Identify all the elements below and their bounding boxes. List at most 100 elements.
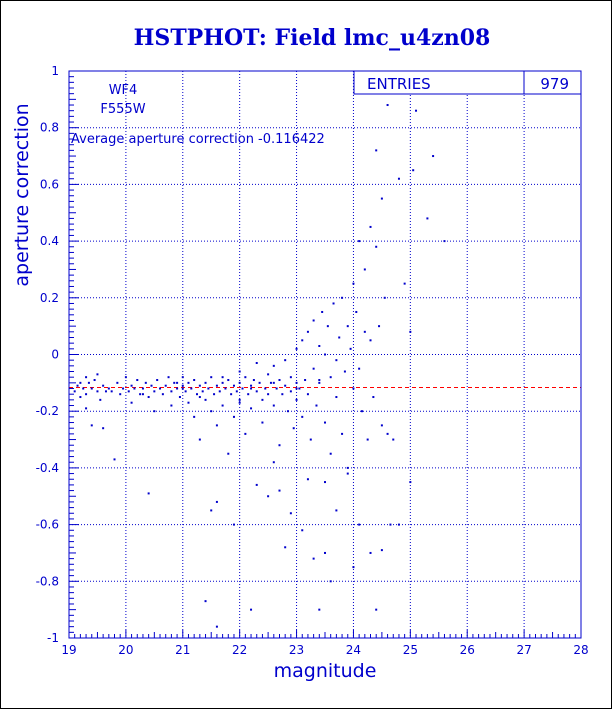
data-point	[204, 381, 207, 384]
data-point	[312, 557, 315, 560]
data-point	[369, 551, 372, 554]
data-point	[198, 396, 201, 399]
data-point	[292, 427, 295, 430]
x-tick-label: 23	[289, 643, 304, 657]
data-point	[363, 268, 366, 271]
data-point	[124, 376, 127, 379]
data-point	[409, 330, 412, 333]
data-point	[147, 396, 150, 399]
data-point	[346, 466, 349, 469]
data-point	[113, 458, 116, 461]
data-point	[215, 384, 218, 387]
x-tick-label: 20	[118, 643, 133, 657]
data-point	[358, 523, 361, 526]
data-point	[141, 387, 144, 390]
data-point	[210, 376, 213, 379]
data-point	[267, 373, 270, 376]
data-point	[244, 376, 247, 379]
data-point	[375, 245, 378, 248]
data-point	[372, 396, 375, 399]
data-point	[107, 387, 110, 390]
data-point	[346, 472, 349, 475]
y-tick-label: -1	[47, 631, 59, 645]
chip-label: WF4	[109, 83, 138, 98]
data-point	[380, 424, 383, 427]
x-tick-label: 25	[403, 643, 418, 657]
data-point	[210, 509, 213, 512]
data-point	[312, 367, 315, 370]
data-point	[324, 353, 326, 356]
data-point	[301, 339, 304, 342]
data-point	[412, 169, 415, 172]
data-points	[73, 104, 446, 628]
data-point	[335, 509, 338, 512]
data-point	[176, 381, 179, 384]
data-point	[306, 393, 309, 396]
data-point	[241, 387, 244, 390]
data-point	[85, 407, 88, 410]
data-point	[415, 109, 418, 112]
data-point	[90, 424, 93, 427]
data-point	[335, 396, 338, 399]
y-tick-label: -0.2	[36, 404, 59, 418]
y-tick-label: -0.8	[36, 574, 59, 588]
data-point	[79, 381, 82, 384]
data-point	[432, 155, 435, 158]
data-point	[255, 483, 258, 486]
data-point	[227, 452, 230, 455]
x-tick-label: 26	[460, 643, 475, 657]
data-point	[324, 551, 326, 554]
y-axis-label: aperture correction	[11, 103, 33, 286]
data-point	[284, 546, 287, 549]
data-point	[210, 410, 213, 413]
data-point	[284, 359, 287, 362]
data-point	[136, 379, 139, 382]
chart-title: HSTPHOT: Field lmc_u4zn08	[134, 25, 491, 51]
plot-frame	[68, 70, 582, 639]
data-point	[153, 410, 156, 413]
data-point	[358, 240, 361, 243]
data-point	[130, 384, 133, 387]
data-point	[386, 432, 389, 435]
data-point	[93, 379, 96, 382]
data-point	[366, 438, 369, 441]
data-point	[318, 344, 321, 347]
data-point	[267, 495, 270, 498]
data-point	[110, 390, 113, 393]
stats-entries-value: 979	[540, 75, 569, 93]
data-point	[87, 381, 90, 384]
data-point	[298, 387, 301, 390]
data-point	[193, 415, 196, 418]
data-point	[184, 390, 187, 393]
data-point	[119, 393, 122, 396]
data-point	[235, 390, 238, 393]
data-point	[309, 438, 312, 441]
data-point	[272, 364, 275, 367]
data-point	[352, 566, 355, 569]
data-point	[218, 390, 221, 393]
data-point	[306, 330, 309, 333]
data-point	[341, 296, 344, 299]
data-point	[326, 325, 329, 328]
data-point	[204, 398, 207, 401]
data-point	[161, 393, 164, 396]
data-point	[159, 387, 162, 390]
data-point	[230, 393, 233, 396]
data-point	[170, 404, 173, 407]
data-point	[329, 452, 332, 455]
data-point	[352, 387, 355, 390]
data-point	[346, 325, 349, 328]
data-point	[73, 390, 76, 393]
data-point	[318, 381, 321, 384]
data-point	[85, 376, 88, 379]
x-tick-label: 28	[573, 643, 588, 657]
x-tick-label: 24	[346, 643, 361, 657]
data-point	[198, 438, 201, 441]
y-tick-label: 0.4	[40, 234, 59, 248]
data-point	[335, 359, 338, 362]
data-point	[375, 608, 378, 611]
data-point	[375, 149, 378, 152]
data-point	[324, 481, 326, 484]
x-axis-label: magnitude	[274, 660, 377, 682]
